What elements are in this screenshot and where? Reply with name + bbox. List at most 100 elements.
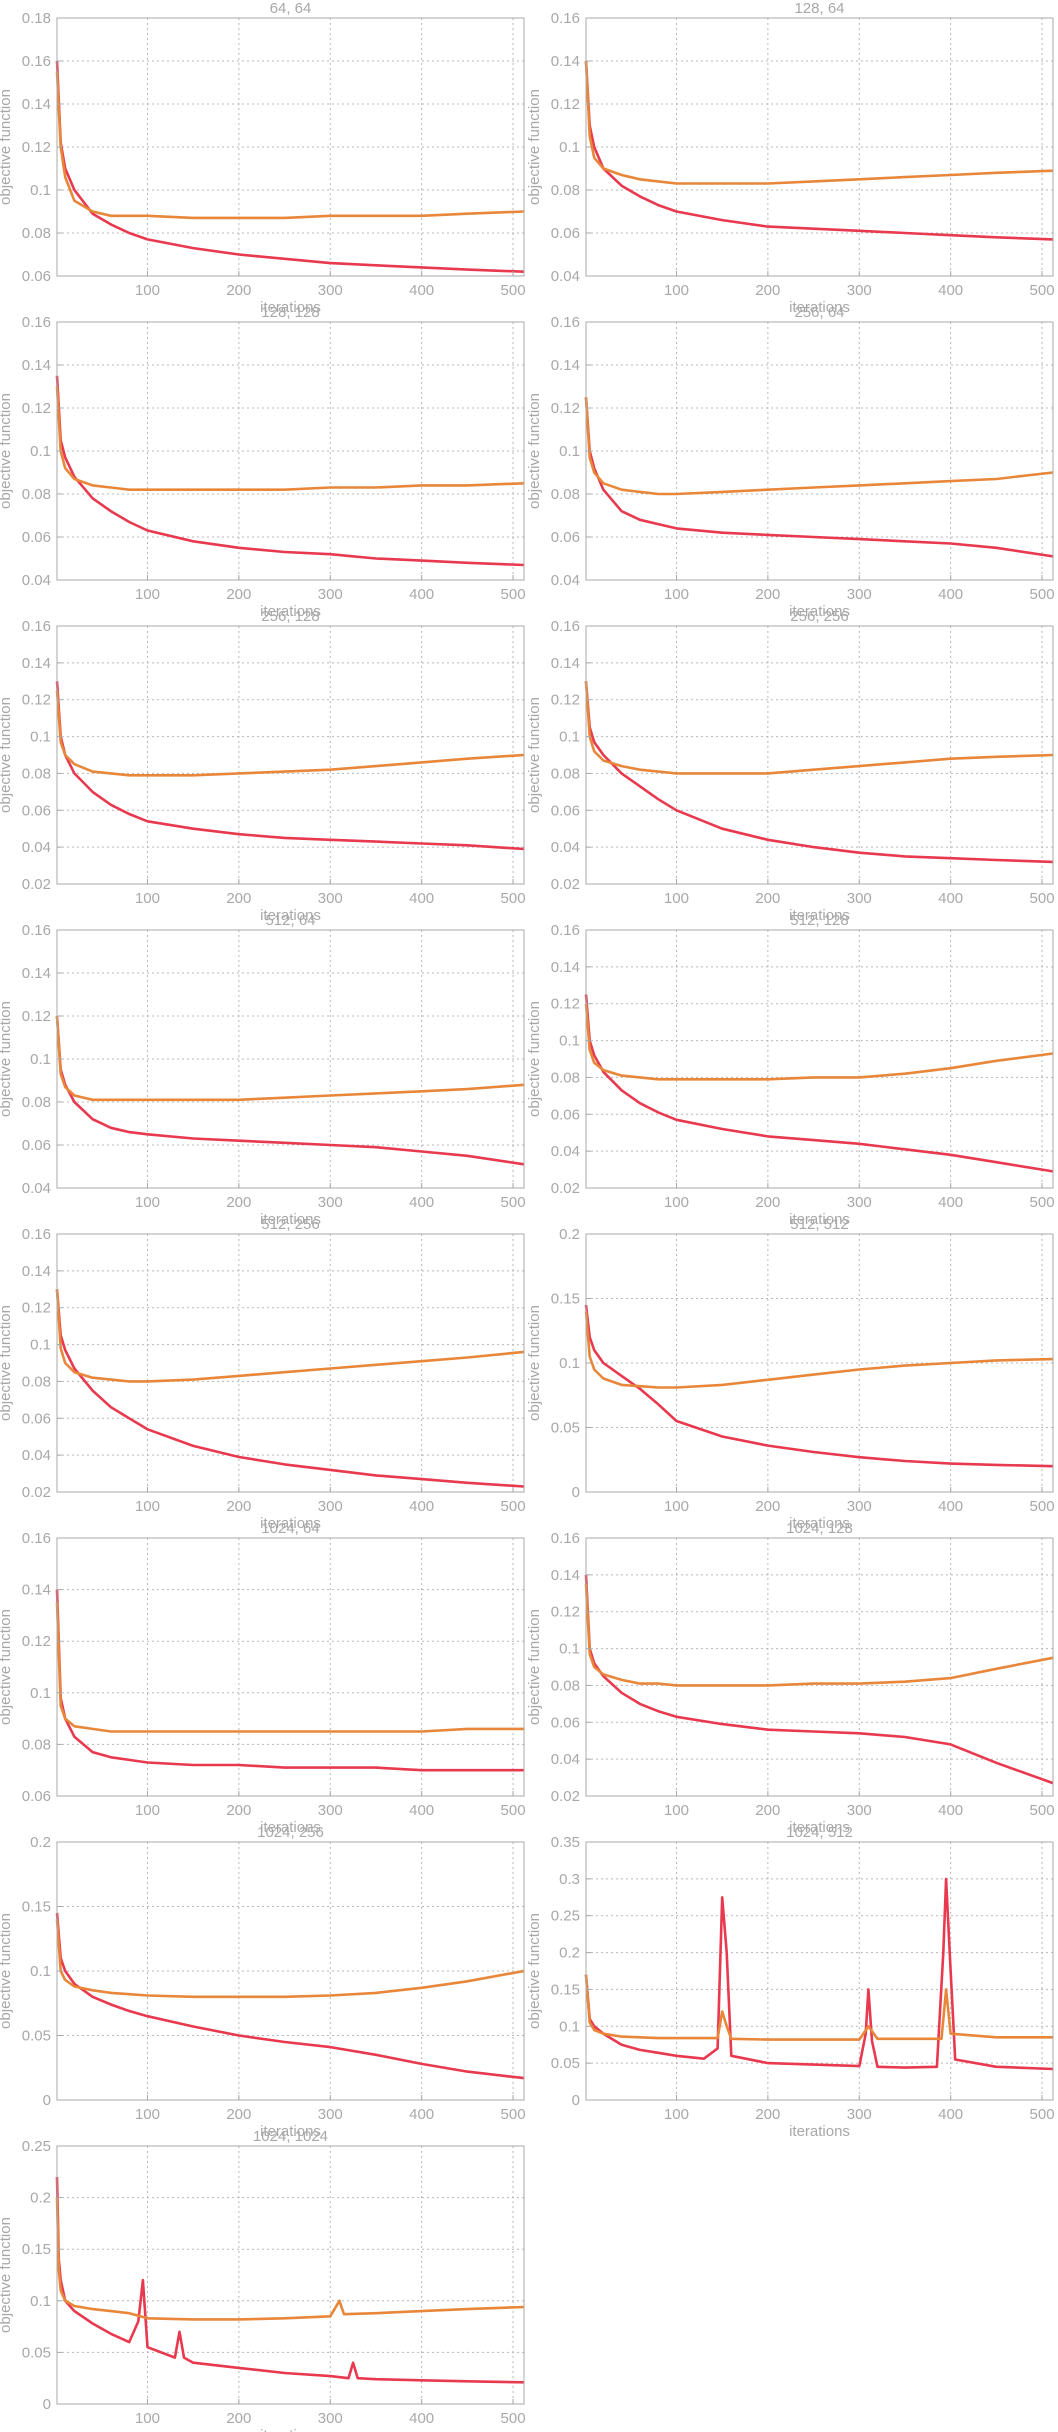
x-axis-label: iterations: [789, 1211, 850, 1228]
y-tick-label: 0.16: [551, 1530, 580, 1547]
x-tick-label: 100: [664, 1194, 689, 1211]
series-line-orange: [55, 1015, 525, 1102]
x-tick-label: 100: [664, 1802, 689, 1819]
chart-title: 128, 128: [261, 304, 319, 321]
y-tick-label: 0.05: [22, 2344, 51, 2361]
y-tick-label: 0.1: [30, 2293, 51, 2310]
x-tick-label: 200: [226, 1802, 251, 1819]
x-tick-label: 500: [501, 2410, 526, 2427]
y-tick-label: 0.1: [559, 443, 580, 460]
y-axis-label: objective function: [526, 393, 543, 509]
y-tick-label: 0.15: [551, 1291, 580, 1308]
x-tick-label: 300: [847, 1194, 872, 1211]
chart-panel: 100 200 300 400 500 0.02 0.04 0.06 0.08 0.1 0.12 0.…: [0, 1216, 526, 1532]
y-axis-label: objective function: [0, 89, 14, 205]
y-tick-label: 0.16: [22, 618, 51, 635]
chart-panel: 100 200 300 400 500 0 0.05 0.1 0.15 0.2 1024, 256 i…: [0, 1824, 526, 2140]
y-axis-label: objective function: [526, 1305, 543, 1421]
x-axis-label: iterations: [789, 603, 850, 620]
y-tick-label: 0.1: [559, 1355, 580, 1372]
x-tick-label: 100: [664, 2106, 689, 2123]
y-axis-label: objective function: [0, 393, 14, 509]
y-tick-label: 0.04: [22, 839, 51, 856]
x-tick-label: 500: [501, 890, 526, 907]
y-tick-label: 0.06: [22, 802, 51, 819]
y-tick-label: 0.16: [22, 314, 51, 331]
plot-frame: [56, 2145, 525, 2405]
y-tick-label: 0.2: [30, 2190, 51, 2207]
x-tick-label: 100: [135, 282, 160, 299]
y-tick-label: 0.14: [551, 357, 580, 374]
chart-title: 1024, 128: [786, 1520, 853, 1537]
x-tick-label: 400: [409, 2106, 434, 2123]
series-line-orange: [584, 1974, 1053, 2041]
y-tick-label: 0.02: [551, 876, 580, 893]
x-axis-label: iterations: [789, 2123, 850, 2140]
series-line-orange: [584, 397, 1054, 496]
chart-panel: 100 200 300 400 500 0.02 0.04 0.06 0.08 0.1 0.12 0.…: [526, 608, 1055, 924]
x-tick-label: 100: [664, 1498, 689, 1515]
x-tick-label: 200: [226, 586, 251, 603]
series-line-red: [55, 1015, 525, 1166]
x-tick-label: 300: [847, 1498, 872, 1515]
y-tick-label: 0.15: [22, 1899, 51, 1916]
series-line-red: [584, 1877, 1054, 2071]
y-tick-label: 0.16: [551, 618, 580, 635]
x-tick-label: 400: [409, 2410, 434, 2427]
x-tick-label: 300: [847, 2106, 872, 2123]
x-tick-label: 300: [318, 1802, 343, 1819]
x-tick-label: 300: [847, 1802, 872, 1819]
chart-title: 512, 256: [261, 1216, 319, 1233]
x-axis-label: iterations: [789, 907, 850, 924]
y-axis-label: objective function: [526, 1001, 543, 1117]
y-tick-label: 0.12: [22, 1633, 51, 1650]
y-tick-label: 0.12: [22, 400, 51, 417]
y-tick-label: 0.04: [551, 1751, 580, 1768]
x-axis-label: iterations: [260, 1819, 321, 1836]
y-tick-label: 0.02: [22, 1484, 51, 1501]
y-axis-label: objective function: [0, 1609, 14, 1725]
x-tick-label: 400: [938, 1498, 963, 1515]
series-line-red: [55, 2176, 525, 2384]
x-tick-label: 300: [318, 1194, 343, 1211]
series-line-red: [55, 1289, 525, 1488]
y-tick-label: 0.12: [551, 1604, 580, 1621]
y-tick-label: 0.02: [22, 876, 51, 893]
x-tick-label: 100: [135, 1194, 160, 1211]
series-line-red: [584, 1574, 1054, 1785]
x-axis-label: iterations: [789, 1819, 850, 1836]
y-tick-label: 0.14: [551, 53, 580, 70]
y-tick-label: 0.3: [559, 1871, 580, 1888]
x-tick-label: 400: [409, 890, 434, 907]
x-tick-label: 200: [226, 1194, 251, 1211]
x-tick-label: 400: [938, 1802, 963, 1819]
x-tick-label: 400: [409, 586, 434, 603]
y-tick-label: 0: [43, 2092, 51, 2109]
chart-panel: 100 200 300 400 500 0.04 0.06 0.08 0.1 0.12 0.14 0.…: [526, 304, 1055, 620]
x-tick-label: 100: [664, 282, 689, 299]
y-tick-label: 0.04: [22, 572, 51, 589]
x-tick-label: 300: [318, 282, 343, 299]
x-tick-label: 500: [1030, 2106, 1055, 2123]
y-tick-label: 0.1: [30, 443, 51, 460]
x-tick-label: 400: [409, 1802, 434, 1819]
y-tick-label: 0.18: [22, 10, 51, 27]
y-tick-label: 0.1: [559, 1641, 580, 1658]
y-tick-label: 0.08: [22, 1736, 51, 1753]
series-line-red: [584, 994, 1054, 1173]
chart-title: 1024, 256: [257, 1824, 324, 1841]
y-tick-label: 0.08: [22, 765, 51, 782]
chart-panel: 100 200 300 400 500 0 0.05 0.1 0.15 0.2 512, 512 it…: [526, 1216, 1055, 1532]
series-line-red: [55, 681, 525, 851]
chart-title: 1024, 64: [261, 1520, 319, 1537]
y-tick-label: 0.35: [551, 1834, 580, 1851]
y-axis-label: objective function: [0, 1913, 14, 2029]
y-tick-label: 0.25: [22, 2138, 51, 2155]
y-tick-label: 0.08: [22, 1373, 51, 1390]
y-tick-label: 0.04: [551, 268, 580, 285]
x-tick-label: 300: [847, 890, 872, 907]
y-tick-label: 0.06: [22, 1410, 51, 1427]
y-tick-label: 0.14: [22, 655, 51, 672]
x-tick-label: 100: [664, 890, 689, 907]
